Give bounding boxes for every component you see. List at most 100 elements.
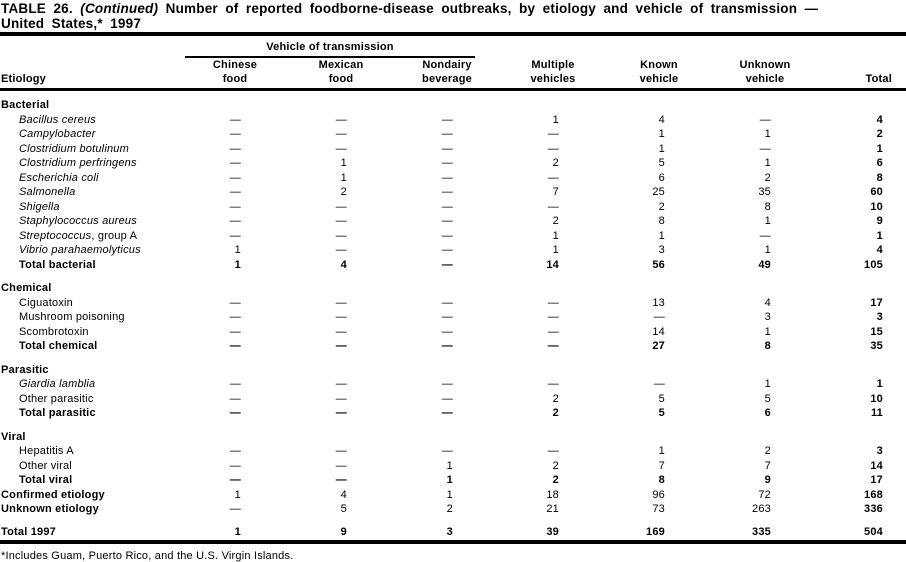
etiology-cell: Ciguatoxin	[19, 296, 73, 309]
value-cell: 1	[658, 142, 665, 155]
etiology-name-italic: Shigella	[19, 200, 60, 213]
value-cell: —	[441, 244, 453, 256]
total-cell: 11	[870, 407, 883, 419]
value-cell: 8	[764, 340, 771, 352]
value-cell: 25	[652, 186, 665, 198]
value-cell: —	[335, 325, 347, 338]
value-cell: —	[441, 296, 453, 309]
value-cell: —	[335, 296, 347, 309]
value-cell: —	[441, 325, 453, 338]
value-cell: —	[653, 311, 665, 323]
value-cell: 96	[652, 488, 665, 501]
table-row: Campylobacter — — — — 1 1 2	[0, 127, 906, 142]
value-cell: 72	[758, 488, 771, 501]
value-cell: —	[441, 407, 453, 419]
value-cell: 3	[764, 311, 771, 323]
total-cell: 504	[864, 525, 883, 538]
total-cell: 4	[876, 244, 883, 256]
value-cell: —	[441, 128, 453, 140]
etiology-name-italic: Campylobacter	[19, 128, 96, 140]
value-cell: —	[759, 229, 771, 242]
value-cell: —	[229, 392, 241, 405]
value-cell: —	[441, 311, 453, 323]
value-cell: 8	[764, 200, 771, 213]
value-cell: —	[441, 186, 453, 198]
value-cell: —	[229, 186, 241, 198]
value-cell: —	[229, 378, 241, 390]
col-header-etiology: Etiology	[1, 73, 46, 85]
value-cell: 169	[646, 525, 665, 538]
table-row: Other parasitic — — — 2 5 5 10	[0, 392, 906, 407]
value-cell: 2	[552, 215, 559, 227]
etiology-name-italic: Escherichia coli	[19, 171, 99, 184]
etiology-cell: Confirmed etiology	[1, 488, 105, 501]
value-cell: —	[441, 445, 453, 457]
etiology-cell: Salmonella	[0, 185, 182, 200]
value-cell: 1	[234, 488, 241, 501]
etiology-cell: Total chemical	[19, 340, 98, 352]
value-cell: —	[229, 171, 241, 184]
total-cell: 10	[870, 200, 883, 213]
etiology-name-italic: Clostridium perfringens	[19, 157, 137, 169]
value-cell: 5	[658, 392, 665, 405]
etiology-name-italic: Clostridium botulinum	[19, 142, 129, 155]
col-header-nondairy-2: beverage	[422, 73, 472, 85]
value-cell: 2	[764, 171, 771, 184]
total-cell: 60	[870, 186, 883, 198]
value-cell: 6	[658, 171, 665, 184]
value-cell: 3	[446, 525, 453, 538]
etiology-cell: Clostridium perfringens	[0, 156, 182, 171]
etiology-cell: Staphylococcus aureus	[0, 214, 182, 229]
value-cell: 1	[658, 229, 665, 242]
table-row: Total chemical — — — — 27 8 35	[0, 339, 906, 354]
total-cell: 2	[876, 128, 883, 140]
table-row: Hepatitis A — — — — 1 2 3	[0, 444, 906, 459]
value-cell: 7	[658, 459, 665, 472]
value-cell: —	[335, 445, 347, 457]
value-cell: 13	[652, 296, 665, 309]
value-cell: 1	[446, 474, 453, 486]
total-cell: 4	[876, 113, 883, 126]
value-cell: —	[759, 113, 771, 126]
value-cell: —	[547, 378, 559, 390]
table-row: Scombrotoxin — — — — 14 1 15	[0, 325, 906, 340]
etiology-cell: Giardia lamblia	[0, 377, 182, 392]
table-row: Ciguatoxin — — — — 13 4 17	[0, 296, 906, 311]
value-cell: 39	[546, 525, 559, 538]
etiology-name-suffix: , group A	[91, 229, 138, 242]
value-cell: 1	[764, 215, 771, 227]
summary-row: Unknown etiology — 5 2 21 73 263 336	[0, 502, 906, 517]
value-cell: —	[229, 157, 241, 169]
value-cell: —	[229, 503, 241, 515]
value-cell: —	[335, 474, 347, 486]
table-row: Clostridium botulinum — — — — 1 — 1	[0, 142, 906, 157]
total-cell: 35	[870, 340, 883, 352]
value-cell: 9	[764, 474, 771, 486]
section-header-row: Bacterial	[0, 90, 906, 113]
value-cell: 2	[658, 200, 665, 213]
table-row: Total viral — — 1 2 8 9 17	[0, 473, 906, 488]
etiology-cell: Bacillus cereus	[0, 113, 182, 128]
value-cell: 2	[552, 474, 559, 486]
total-cell: 9	[876, 215, 883, 227]
value-cell: —	[229, 113, 241, 126]
value-cell: 4	[658, 113, 665, 126]
title-text-line1: Number of reported foodborne-disease out…	[165, 1, 819, 16]
value-cell: —	[229, 340, 241, 352]
col-header-unknown-2: vehicle	[745, 73, 785, 85]
spanner-row: Vehicle of transmission	[0, 36, 906, 58]
col-header-multiple-2: vehicles	[530, 73, 576, 85]
etiology-cell: Scombrotoxin	[19, 325, 89, 338]
total-cell: 168	[864, 488, 883, 501]
value-cell: —	[441, 229, 453, 242]
section-label: Chemical	[1, 282, 52, 294]
value-cell: 14	[652, 325, 665, 338]
value-cell: —	[335, 215, 347, 227]
value-cell: —	[335, 244, 347, 256]
value-cell: 2	[552, 157, 559, 169]
value-cell: —	[229, 296, 241, 309]
value-cell: 18	[546, 488, 559, 501]
total-cell: 105	[864, 258, 883, 271]
table-row: Total bacterial 1 4—14 56 49 105	[0, 258, 906, 273]
value-cell: 1	[234, 258, 241, 271]
